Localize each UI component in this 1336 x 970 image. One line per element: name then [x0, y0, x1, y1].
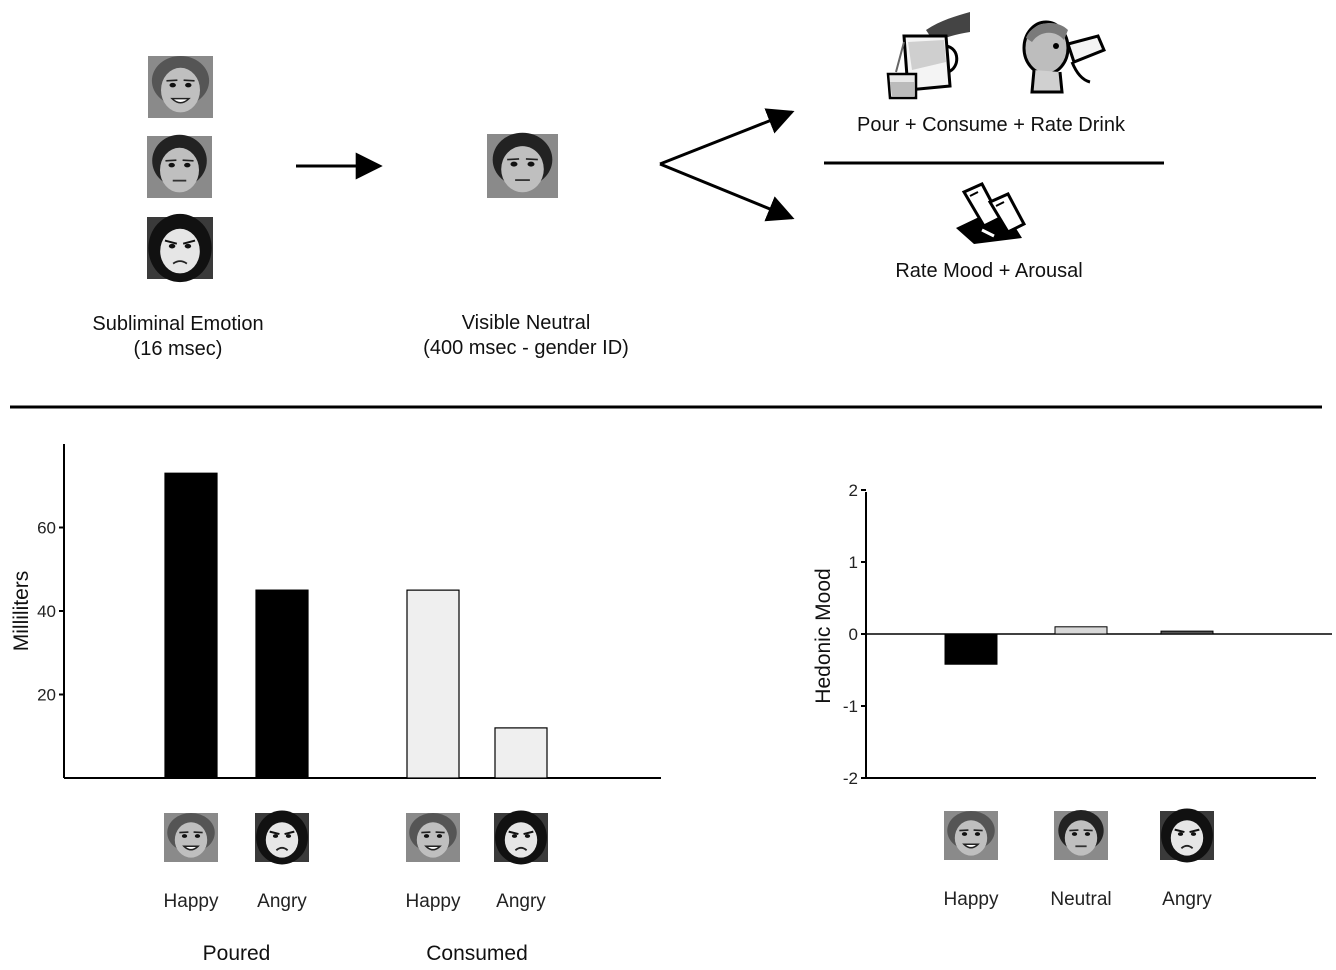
bars — [944, 626, 1214, 665]
happy-face — [148, 56, 213, 118]
happy-face-poured — [164, 813, 218, 862]
pouring-pitcher-icon — [886, 12, 970, 100]
bar-consumed-angry — [494, 727, 548, 779]
pencil-rating-icon — [956, 182, 1027, 244]
happy-face-consumed — [406, 813, 460, 862]
person-drinking-icon — [1022, 20, 1106, 94]
outcome-top-label: Pour + Consume + Rate Drink — [857, 114, 1125, 136]
bar-poured-happy — [164, 472, 218, 779]
bar-neutral — [1054, 626, 1108, 635]
y-tick-label: 0 — [849, 625, 858, 644]
category-label: Happy — [406, 891, 461, 912]
category-label: Happy — [944, 889, 999, 910]
category-labels: Happy Neutral Angry — [944, 889, 1213, 910]
category-label: Neutral — [1050, 889, 1111, 910]
angry-face-poured — [255, 810, 309, 865]
y-tick-label: 40 — [37, 602, 56, 621]
category-faces — [944, 808, 1214, 863]
branch-arrow-up — [659, 108, 795, 166]
neutral-face-stimulus — [147, 134, 212, 198]
bar-consumed-happy — [406, 589, 460, 779]
stage2-duration: (400 msec - gender ID) — [423, 337, 629, 359]
hedonic-mood-chart: Hedonic Mood 2 1 0 -1 -2 Happy Neutral Angry — [812, 481, 1332, 910]
y-ticks: 2 1 0 -1 -2 — [843, 481, 866, 788]
stage2-title: Visible Neutral — [461, 312, 591, 334]
group-label-consumed: Consumed — [426, 942, 528, 965]
y-axis-title: Milliliters — [10, 571, 33, 652]
y-tick-label: -1 — [843, 697, 858, 716]
angry-face-stimulus — [147, 213, 213, 283]
y-tick-label: 2 — [849, 481, 858, 500]
group-label-poured: Poured — [203, 942, 271, 965]
y-tick-label: -2 — [843, 769, 858, 788]
category-label: Angry — [1162, 889, 1212, 910]
group-labels: Poured Consumed — [203, 942, 528, 965]
category-faces — [164, 810, 548, 865]
outcome-bottom-label: Rate Mood + Arousal — [895, 260, 1083, 282]
category-label: Angry — [257, 891, 307, 912]
category-label: Happy — [164, 891, 219, 912]
bar-poured-angry — [255, 589, 309, 779]
category-labels: Happy Angry Happy Angry — [164, 891, 547, 912]
angry-face — [1160, 808, 1214, 863]
bar-happy — [944, 633, 998, 665]
neutral-face — [147, 134, 212, 198]
branch-arrow-down — [659, 162, 795, 222]
bar-angry — [1160, 630, 1214, 635]
stage1-duration: (16 msec) — [133, 338, 223, 360]
y-axis-title: Hedonic Mood — [812, 568, 835, 703]
stage1-label: Subliminal Emotion (16 msec) — [58, 312, 298, 362]
stage2-label: Visible Neutral (400 msec - gender ID) — [386, 311, 666, 361]
y-ticks: 20 40 60 — [37, 519, 64, 705]
category-label: Angry — [496, 891, 546, 912]
stage1-title: Subliminal Emotion — [92, 313, 264, 335]
y-tick-label: 1 — [849, 553, 858, 572]
visible-neutral-face — [487, 132, 558, 198]
y-tick-label: 60 — [37, 519, 56, 538]
bars — [164, 472, 548, 779]
neutral-face — [1054, 810, 1108, 860]
angry-face-consumed — [494, 810, 548, 865]
happy-face — [944, 811, 998, 860]
angry-face — [147, 213, 213, 283]
y-tick-label: 20 — [37, 686, 56, 705]
happy-face-stimulus — [148, 56, 213, 118]
visible-neutral-face — [487, 132, 558, 198]
